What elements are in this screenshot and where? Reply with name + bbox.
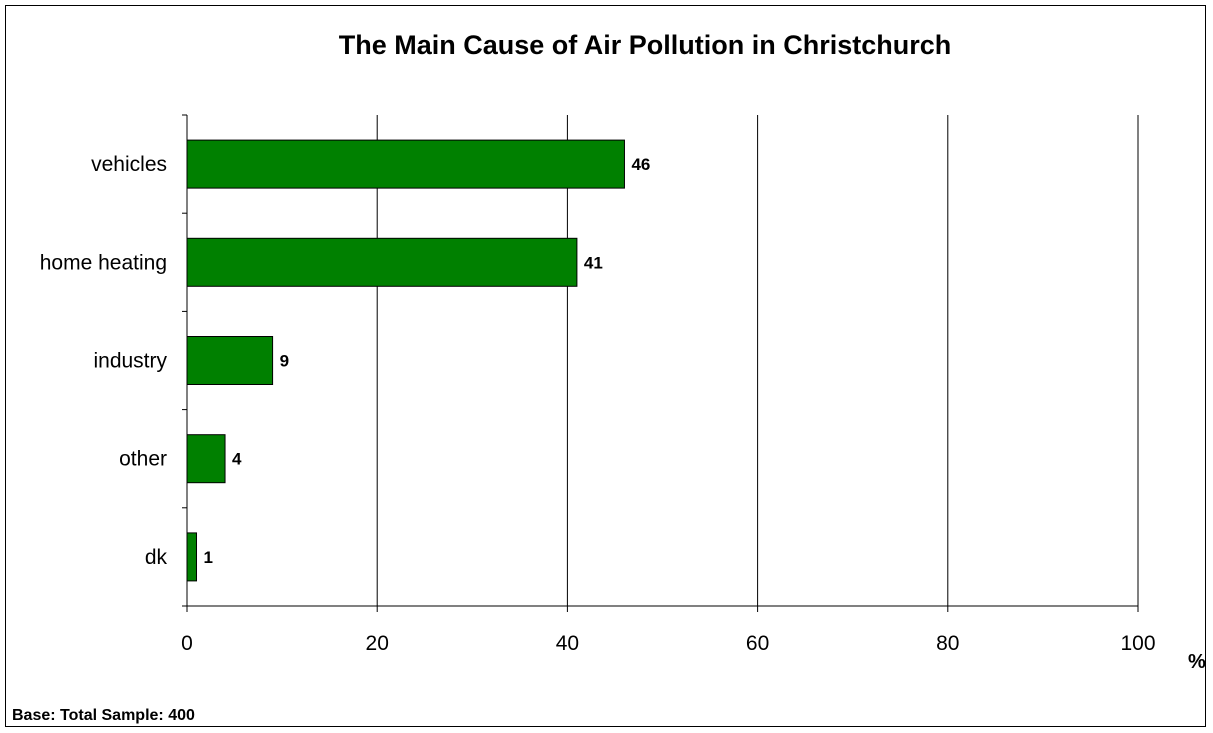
- x-axis-unit-label: %: [1188, 651, 1206, 673]
- data-label-home-heating: 41: [584, 253, 603, 272]
- bar-industry: [186, 336, 274, 385]
- x-tick-label-100: 100: [1120, 632, 1155, 655]
- chart-frame: [5, 5, 1206, 727]
- category-label-vehicles: vehicles: [91, 153, 167, 176]
- category-label-dk: dk: [145, 546, 168, 569]
- bar-other: [186, 434, 226, 484]
- data-label-other: 4: [232, 450, 242, 469]
- data-label-industry: 9: [280, 352, 289, 371]
- chart-title: The Main Cause of Air Pollution in Chris…: [338, 30, 952, 60]
- category-label-industry: industry: [93, 350, 167, 373]
- x-tick-label-60: 60: [746, 632, 769, 655]
- category-label-home-heating: home heating: [40, 251, 167, 274]
- x-tick-label-40: 40: [556, 632, 579, 655]
- bar-dk: [186, 532, 198, 582]
- category-label-other: other: [119, 448, 167, 471]
- x-tick-label-20: 20: [366, 632, 389, 655]
- x-tick-label-80: 80: [936, 632, 959, 655]
- data-label-vehicles: 46: [631, 155, 650, 174]
- data-label-dk: 1: [204, 548, 213, 567]
- x-tick-label-0: 0: [181, 632, 193, 655]
- bar-vehicles: [186, 139, 625, 189]
- bar-home-heating: [186, 237, 578, 287]
- base-footnote: Base: Total Sample: 400: [12, 707, 195, 724]
